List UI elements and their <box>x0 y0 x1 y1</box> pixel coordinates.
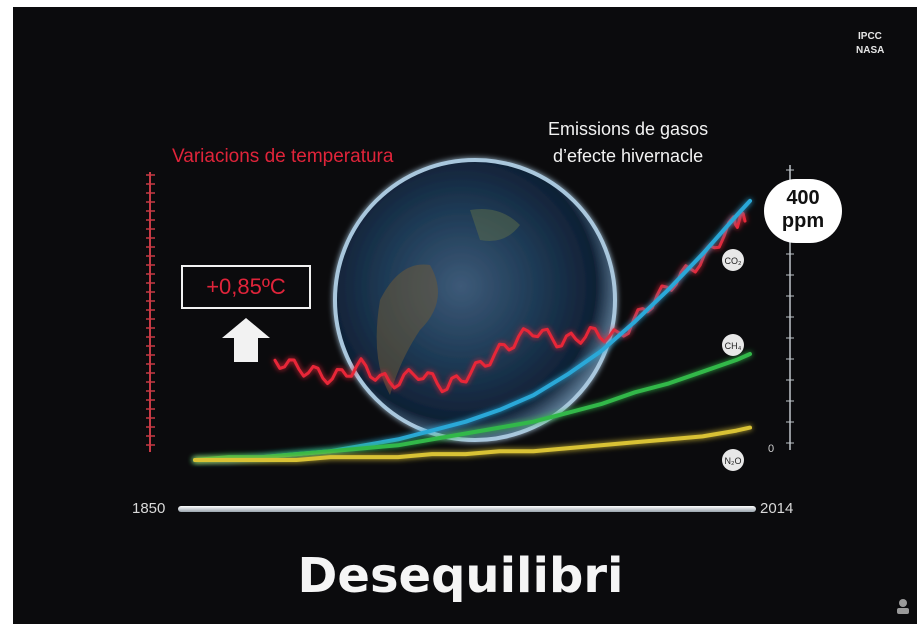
svg-text:N₂O: N₂O <box>725 456 742 466</box>
timeline-end-year: 2014 <box>760 500 794 517</box>
user-icon <box>897 599 909 614</box>
timeline-start-year: 1850 <box>132 500 166 517</box>
gas-label-n2o: N₂O <box>722 449 744 471</box>
emissions-title-line2: d’efecte hivernacle <box>552 146 704 166</box>
emissions-title: Emissions de gasos d’efecte hivernacle <box>548 116 708 170</box>
ch4-line <box>193 352 752 462</box>
timeline-bar <box>178 506 756 512</box>
globe-land-2 <box>470 209 520 241</box>
earth-globe <box>333 158 617 442</box>
temperature-line <box>273 210 747 394</box>
temperature-title: Variacions de temperatura <box>172 146 394 167</box>
up-arrow-icon <box>222 318 270 362</box>
source-label-nasa: NASA <box>856 45 885 56</box>
ppm-badge: 400 ppm <box>764 179 842 243</box>
temperature-anomaly-box: +0,85ºC <box>181 265 311 309</box>
globe-land <box>376 264 438 395</box>
svg-text:CO₂: CO₂ <box>725 256 743 266</box>
headline: Desequilibri <box>297 548 624 604</box>
series-layer <box>193 198 752 462</box>
gas-label-ch4: CH₄ <box>722 334 744 356</box>
temperature-axis <box>146 172 155 452</box>
ppm-value: 400 <box>786 187 820 209</box>
emissions-axis-zero: 0 <box>768 443 774 455</box>
emissions-title-line1: Emissions de gasos <box>548 119 709 139</box>
source-label-ipcc: IPCC <box>858 31 882 42</box>
n2o-line <box>193 425 752 462</box>
ppm-unit: ppm <box>781 210 825 232</box>
svg-text:CH₄: CH₄ <box>725 341 742 351</box>
gas-label-co2: CO₂ <box>722 249 744 271</box>
